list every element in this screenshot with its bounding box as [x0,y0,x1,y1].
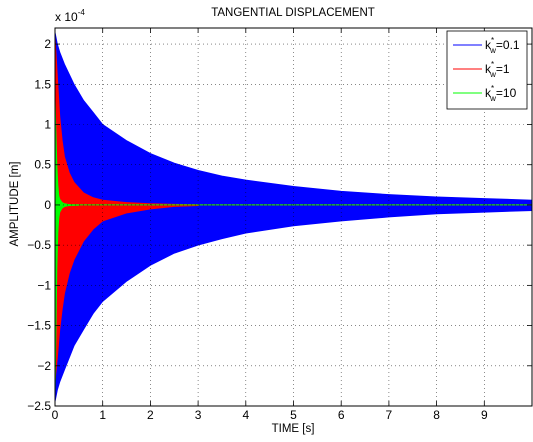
y-axis-label: AMPLITUDE [m] [9,162,21,247]
x-tick-label: 2 [147,408,154,422]
y-tick-label: 1.5 [34,77,51,91]
series-band-2 [54,35,199,382]
x-tick-label: 5 [290,408,297,422]
ticks-layer [54,28,532,407]
x-axis-label: TIME [s] [272,423,315,435]
y-tick-label: 0 [44,198,51,212]
y-tick-label: −2.5 [27,399,51,413]
x-tick-label: 6 [338,408,345,422]
x-tick-label: 3 [195,408,202,422]
x-tick-labels: 0 1 2 3 4 5 6 7 8 9 [52,408,488,422]
y-tick-label: −2 [37,359,51,373]
x-tick-label: 9 [481,408,488,422]
x-tick-label: 4 [242,408,249,422]
legend-label-3: k* w=10 [485,84,517,103]
x-tick-label: 8 [433,408,440,422]
chart-title: TANGENTIAL DISPLACEMENT [211,7,375,19]
y-tick-label: 1 [44,118,51,132]
y-tick-label: 2 [44,37,51,51]
y-tick-label: 0.5 [34,158,51,172]
legend-box [446,30,528,110]
y-tick-label: −1.5 [27,319,51,333]
y-tick-label: −1 [37,278,51,292]
x-tick-label: 1 [99,408,106,422]
legend: k* w=0.1 k* w=1 k* w=10 [446,30,528,110]
legend-label-2: k* w=1 [485,60,510,79]
legend-label-1: k* w=0.1 [485,36,520,55]
legend-items: k* w=0.1 k* w=1 k* w=10 [453,36,520,103]
y-tick-labels: −2.5 −2 −1.5 −1 −0.5 0 0.5 1 1.5 2 [27,37,51,413]
x-tick-label: 7 [386,408,393,422]
plot-area [54,27,533,407]
y-tick-label: −0.5 [27,238,51,252]
y-multiplier-base: x 10 [55,10,78,24]
x-tick-label: 0 [52,408,59,422]
y-multiplier-label: x 10-4 [55,8,85,24]
y-multiplier-exponent: -4 [78,8,86,17]
